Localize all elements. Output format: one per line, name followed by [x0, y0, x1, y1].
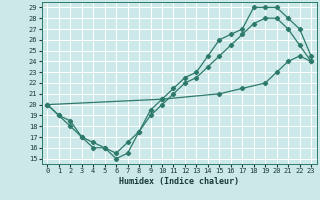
X-axis label: Humidex (Indice chaleur): Humidex (Indice chaleur)	[119, 177, 239, 186]
